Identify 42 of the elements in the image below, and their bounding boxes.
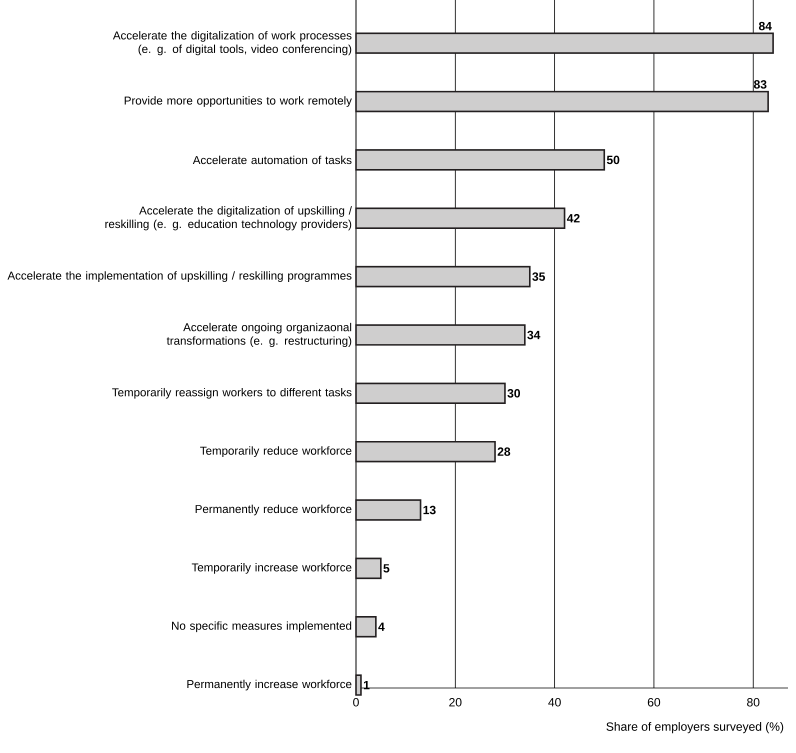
x-axis-title: Share of employers surveyed (%) bbox=[606, 722, 784, 734]
y-tick-label: Temporarily reassign workers to different tasks bbox=[112, 388, 352, 399]
y-tick-label: Temporarily increase workforce bbox=[192, 563, 352, 574]
bar bbox=[355, 90, 769, 112]
bar bbox=[355, 266, 531, 288]
y-tick-label: Permanently reduce workforce bbox=[196, 504, 352, 516]
y-tick-label: No specific measures implemented bbox=[172, 621, 352, 632]
y-tick-label: Accelerate the digitalization of work processes (e. g. of digital tools, video conferencing) bbox=[112, 31, 352, 56]
bar bbox=[355, 558, 382, 580]
data-label: 50 bbox=[606, 156, 620, 164]
y-tick-label: Accelerate the digitalization of upskilling / reskilling (e. g. education technology providers) bbox=[105, 206, 352, 230]
bar bbox=[355, 674, 362, 696]
y-tick-label: Provide more opportunities to work remotely bbox=[124, 96, 352, 107]
x-tick-label: 80 bbox=[747, 698, 760, 707]
bar bbox=[355, 440, 496, 462]
y-tick-label: Permanently increase workforce bbox=[187, 680, 352, 690]
data-label: 84 bbox=[758, 22, 772, 30]
data-label: 28 bbox=[498, 447, 510, 456]
y-tick-label: Temporarily reduce workforce bbox=[200, 446, 352, 458]
data-label: 83 bbox=[754, 80, 766, 89]
bar bbox=[355, 616, 377, 638]
data-label: 1 bbox=[364, 680, 370, 690]
data-label: 35 bbox=[532, 272, 545, 281]
data-label: 42 bbox=[566, 214, 580, 222]
data-label: 5 bbox=[383, 564, 390, 573]
bar bbox=[355, 208, 566, 229]
bar bbox=[355, 382, 506, 404]
data-label: 30 bbox=[507, 389, 520, 398]
data-label: 34 bbox=[527, 330, 540, 340]
x-tick-label: 20 bbox=[449, 698, 462, 707]
data-label: 4 bbox=[378, 622, 385, 631]
y-tick-label: Accelerate ongoing organizaonal transformations (e. g. restructuring) bbox=[166, 322, 352, 348]
x-tick-label: 40 bbox=[548, 698, 561, 707]
y-tick-label: Accelerate the implementation of upskilling / reskilling programmes bbox=[7, 271, 352, 282]
bar bbox=[355, 32, 774, 54]
data-label: 13 bbox=[424, 506, 436, 514]
bar bbox=[355, 499, 422, 521]
x-tick-label: 0 bbox=[353, 698, 359, 707]
bar bbox=[355, 149, 606, 171]
y-tick-label: Accelerate automation of tasks bbox=[192, 156, 352, 164]
bar bbox=[355, 324, 526, 346]
x-tick-label: 60 bbox=[648, 698, 660, 707]
